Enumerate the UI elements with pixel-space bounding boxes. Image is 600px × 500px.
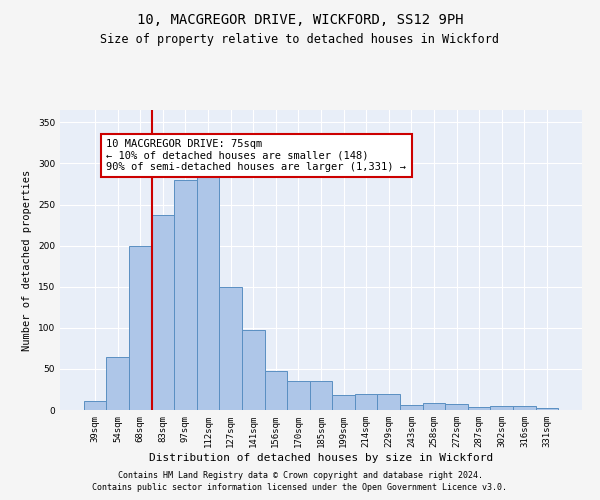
- Bar: [445, 404, 468, 410]
- Bar: [377, 394, 400, 410]
- Bar: [84, 401, 106, 410]
- Text: 10, MACGREGOR DRIVE, WICKFORD, SS12 9PH: 10, MACGREGOR DRIVE, WICKFORD, SS12 9PH: [137, 12, 463, 26]
- Bar: [400, 405, 422, 410]
- Bar: [242, 330, 265, 410]
- Text: Size of property relative to detached houses in Wickford: Size of property relative to detached ho…: [101, 32, 499, 46]
- Bar: [197, 172, 220, 410]
- Bar: [355, 394, 377, 410]
- Bar: [287, 381, 310, 410]
- Text: Contains HM Land Registry data © Crown copyright and database right 2024.: Contains HM Land Registry data © Crown c…: [118, 471, 482, 480]
- Text: Contains public sector information licensed under the Open Government Licence v3: Contains public sector information licen…: [92, 484, 508, 492]
- Bar: [310, 381, 332, 410]
- Bar: [152, 215, 174, 410]
- Bar: [174, 180, 197, 410]
- Bar: [513, 406, 536, 410]
- Bar: [106, 358, 129, 410]
- Bar: [422, 402, 445, 410]
- X-axis label: Distribution of detached houses by size in Wickford: Distribution of detached houses by size …: [149, 452, 493, 462]
- Bar: [490, 406, 513, 410]
- Text: 10 MACGREGOR DRIVE: 75sqm
← 10% of detached houses are smaller (148)
90% of semi: 10 MACGREGOR DRIVE: 75sqm ← 10% of detac…: [106, 139, 406, 172]
- Bar: [265, 372, 287, 410]
- Bar: [468, 406, 490, 410]
- Bar: [332, 395, 355, 410]
- Bar: [129, 246, 152, 410]
- Bar: [536, 408, 558, 410]
- Y-axis label: Number of detached properties: Number of detached properties: [22, 170, 32, 350]
- Bar: [220, 286, 242, 410]
